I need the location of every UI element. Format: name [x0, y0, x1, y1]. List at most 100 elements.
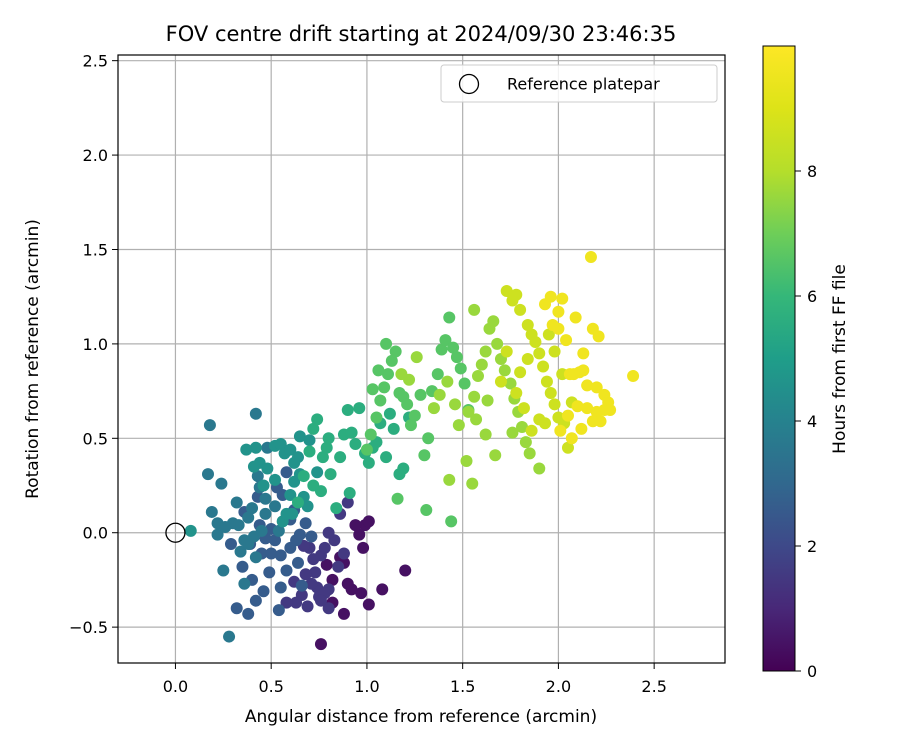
data-point	[575, 422, 588, 435]
data-point	[238, 534, 251, 547]
data-point	[205, 505, 218, 518]
data-point	[380, 451, 393, 464]
data-point	[441, 375, 454, 388]
data-point	[274, 437, 287, 450]
data-point	[341, 496, 354, 509]
colorbar	[762, 45, 796, 672]
data-point	[341, 577, 354, 590]
data-point	[362, 515, 375, 528]
data-point	[525, 424, 538, 437]
data-point	[548, 398, 561, 411]
data-point	[404, 419, 417, 432]
data-point	[481, 394, 494, 407]
data-point	[391, 492, 404, 505]
data-point	[249, 594, 262, 607]
data-point	[491, 337, 504, 350]
data-point	[299, 568, 312, 581]
data-point	[247, 530, 260, 543]
data-point	[305, 530, 318, 543]
data-point	[211, 528, 224, 541]
data-point	[293, 528, 306, 541]
data-point	[381, 368, 394, 381]
x-tick-label: 2.5	[641, 677, 666, 696]
data-point	[291, 451, 304, 464]
data-point	[337, 607, 350, 620]
colorbar-ticks: 0 2 4 6 8	[795, 162, 817, 681]
data-point	[349, 437, 362, 450]
data-point	[324, 468, 337, 481]
data-point	[301, 600, 314, 613]
data-point	[307, 422, 320, 435]
x-tick-label: 1.0	[354, 677, 379, 696]
data-point	[337, 547, 350, 560]
colorbar-tick-label: 2	[807, 537, 817, 556]
data-point	[569, 311, 582, 324]
data-point	[519, 436, 532, 449]
data-point	[546, 319, 559, 332]
data-point	[592, 330, 605, 343]
data-point	[544, 386, 557, 399]
data-point	[238, 577, 251, 590]
data-point	[247, 460, 260, 473]
data-point	[506, 426, 519, 439]
y-tick-label: 1.5	[83, 240, 108, 259]
data-point	[341, 403, 354, 416]
data-point	[297, 470, 310, 483]
data-point	[322, 432, 335, 445]
data-point	[314, 594, 327, 607]
data-point	[280, 466, 293, 479]
data-point	[370, 411, 383, 424]
data-point	[439, 334, 452, 347]
data-point	[542, 328, 555, 341]
data-point	[514, 303, 527, 316]
data-point	[311, 466, 324, 479]
data-point	[539, 417, 552, 430]
data-points	[184, 251, 640, 651]
data-point	[269, 500, 282, 513]
data-point	[272, 604, 285, 617]
data-point	[242, 607, 255, 620]
data-point	[263, 566, 276, 579]
data-point	[223, 630, 236, 643]
data-point	[295, 579, 308, 592]
data-point	[514, 366, 527, 379]
data-point	[299, 517, 312, 530]
data-point	[383, 407, 396, 420]
data-point	[272, 524, 285, 537]
data-point	[305, 577, 318, 590]
data-point	[203, 419, 216, 432]
data-point	[471, 369, 484, 382]
y-tick-label: 0.5	[83, 429, 108, 448]
data-point	[387, 422, 400, 435]
data-point	[251, 470, 264, 483]
plot-frame	[117, 54, 726, 664]
data-point	[443, 473, 456, 486]
data-point	[249, 551, 262, 564]
data-point	[257, 479, 270, 492]
data-point	[280, 596, 293, 609]
data-point	[533, 462, 546, 475]
data-point	[322, 602, 335, 615]
data-point	[334, 451, 347, 464]
data-point	[581, 402, 594, 415]
data-point	[372, 364, 385, 377]
data-point	[217, 564, 230, 577]
data-point	[291, 556, 304, 569]
y-axis-label: Rotation from reference (arcmin)	[23, 219, 43, 499]
data-point	[357, 541, 370, 554]
data-point	[376, 583, 389, 596]
data-point	[590, 381, 603, 394]
data-point	[498, 364, 511, 377]
data-point	[454, 362, 467, 375]
data-point	[269, 534, 282, 547]
data-point	[504, 377, 517, 390]
colorbar-tick-label: 8	[807, 162, 817, 181]
data-point	[431, 368, 444, 381]
data-point	[322, 526, 335, 539]
data-point	[362, 598, 375, 611]
data-point	[184, 524, 197, 537]
data-point	[475, 358, 488, 371]
data-point	[399, 564, 412, 577]
data-point	[510, 386, 523, 399]
data-point	[234, 545, 247, 558]
